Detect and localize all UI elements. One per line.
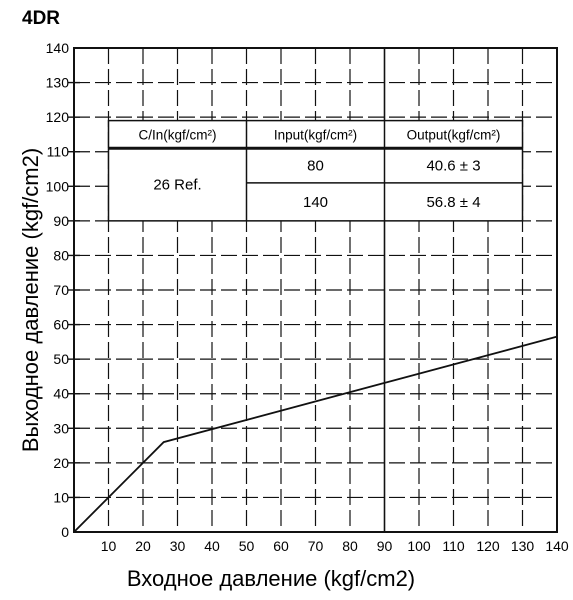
x-tick-label: 40 bbox=[204, 538, 220, 554]
grid bbox=[74, 48, 557, 532]
y-tick-label: 70 bbox=[53, 282, 69, 298]
x-tick-label: 30 bbox=[170, 538, 186, 554]
table-frame bbox=[107, 119, 524, 222]
y-tick-label: 60 bbox=[53, 317, 69, 333]
x-tick-label: 10 bbox=[101, 538, 117, 554]
table-output-cell: 56.8 ± 4 bbox=[426, 194, 480, 211]
y-tick-label: 20 bbox=[53, 455, 69, 471]
y-tick-label: 80 bbox=[53, 247, 69, 263]
chart-title: 4DR bbox=[22, 8, 60, 29]
table-output-cell: 40.6 ± 3 bbox=[426, 158, 480, 175]
y-tick-label: 0 bbox=[61, 524, 69, 540]
x-tick-label: 140 bbox=[545, 538, 569, 554]
table-header-cell: Output(kgf/cm²) bbox=[407, 127, 501, 142]
y-tick-label: 40 bbox=[53, 386, 69, 402]
x-tick-label: 80 bbox=[342, 538, 358, 554]
y-tick-label: 130 bbox=[46, 75, 70, 91]
y-tick-label: 110 bbox=[47, 144, 70, 160]
series-group bbox=[73, 335, 558, 533]
y-tick-label: 10 bbox=[53, 489, 69, 505]
table-input-cell: 80 bbox=[307, 158, 324, 175]
x-tick-label: 20 bbox=[135, 538, 151, 554]
y-tick-label: 30 bbox=[53, 420, 69, 436]
table-cin-cell: 26 Ref. bbox=[153, 177, 201, 194]
table-input-cell: 140 bbox=[303, 194, 328, 211]
x-tick-label: 60 bbox=[273, 538, 289, 554]
x-tick-label: 50 bbox=[239, 538, 255, 554]
x-tick-labels: 10 20 30 40 50 60 70 80 90 100 110 120 130 140 bbox=[101, 538, 569, 554]
table-header-cell: Input(kgf/cm²) bbox=[274, 127, 357, 142]
y-axis-label: Выходное давление (kgf/cm2) bbox=[18, 148, 43, 452]
y-tick-label: 140 bbox=[46, 40, 70, 56]
x-axis-label: Входное давление (kgf/cm2) bbox=[127, 566, 415, 591]
x-tick-label: 130 bbox=[511, 538, 535, 554]
axes bbox=[68, 47, 558, 533]
y-tick-label: 120 bbox=[46, 109, 70, 125]
y-tick-label: 50 bbox=[53, 351, 69, 367]
x-tick-label: 120 bbox=[476, 538, 500, 554]
y-tick-label: 90 bbox=[53, 213, 69, 229]
x-tick-label: 100 bbox=[407, 538, 431, 554]
series-line bbox=[73, 335, 558, 533]
x-tick-label: 110 bbox=[442, 538, 465, 554]
x-tick-label: 70 bbox=[308, 538, 324, 554]
y-tick-label: 100 bbox=[46, 178, 70, 194]
x-tick-label: 90 bbox=[377, 538, 393, 554]
table-header-cell: C/In(kgf/cm²) bbox=[138, 127, 216, 142]
y-tick-labels: 0 10 20 30 40 50 60 70 80 90 100 110 120 130 140 bbox=[46, 40, 70, 540]
spec-table: C/In(kgf/cm²) Input(kgf/cm²) Output(kgf/cm… bbox=[107, 119, 524, 222]
